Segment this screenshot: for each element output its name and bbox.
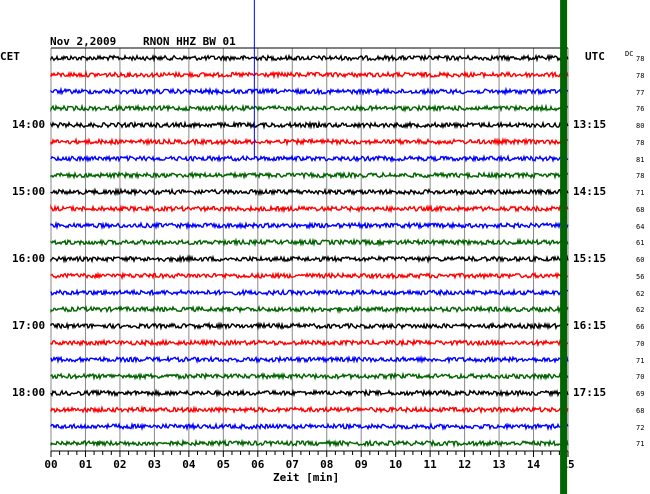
dc-value: 78	[636, 55, 645, 63]
dc-value: 71	[636, 356, 645, 365]
x-tick-label: 02	[113, 458, 126, 471]
dc-value: 62	[636, 306, 645, 315]
seismogram-trace	[50, 371, 569, 382]
seismogram-trace	[50, 438, 569, 449]
x-tick-label: 12	[458, 458, 471, 471]
left-time-label: 16:00	[12, 252, 46, 265]
seismogram-trace	[50, 354, 569, 365]
seismogram-trace	[50, 86, 569, 97]
dc-value: 72	[636, 423, 645, 432]
right-time-label: 17:15	[573, 386, 607, 399]
seismogram-trace	[50, 187, 569, 197]
seismogram-trace	[50, 70, 569, 80]
dc-value: 70	[636, 373, 645, 382]
left-time-label: 14:00	[12, 118, 46, 131]
seismogram-trace	[50, 170, 568, 181]
x-tick-label: 03	[148, 458, 161, 471]
dc-value: 64	[636, 222, 645, 231]
right-time-label: 13:15	[573, 118, 607, 131]
x-tick-label: 07	[286, 458, 299, 471]
dc-header-label: DC	[625, 50, 634, 58]
seismogram-trace	[50, 53, 569, 63]
left-time-label: 15:00	[12, 185, 46, 198]
dc-value: 80	[636, 122, 645, 130]
date-label: Nov 2,2009	[50, 35, 117, 48]
seismogram-trace	[50, 388, 569, 398]
station-label: RNON HHZ BW 01	[143, 35, 236, 48]
x-tick-label: 05	[217, 458, 230, 471]
dc-value: 78	[636, 71, 645, 80]
current-time-bar	[560, 0, 568, 494]
dc-value: 71	[636, 189, 645, 197]
seismogram-traces	[50, 53, 569, 449]
left-timezone-label: CET	[0, 50, 20, 63]
dc-value: 68	[636, 205, 645, 214]
time-axis: 00 01 02 03 04 05 06 07 08 09 10 11 12 13 14 15	[44, 450, 575, 471]
right-time-label: 15:15	[573, 252, 607, 265]
x-axis-label: Zeit [min]	[273, 471, 340, 484]
markers	[253, 0, 568, 494]
dc-value: 56	[636, 272, 645, 281]
seismogram-trace	[50, 254, 569, 264]
right-time-label: 14:15	[573, 185, 607, 198]
seismogram-trace	[50, 404, 569, 415]
seismogram-trace	[50, 154, 569, 163]
seismogram-trace	[50, 271, 569, 281]
seismogram-trace	[50, 421, 569, 432]
right-time-label: 16:15	[573, 319, 607, 332]
x-tick-label: 01	[79, 458, 93, 471]
dc-value: 70	[636, 339, 645, 348]
seismogram-trace	[50, 338, 569, 348]
dc-value: 78	[636, 172, 645, 181]
dc-value: 77	[636, 88, 645, 97]
x-tick-label: 09	[355, 458, 368, 471]
seismogram-trace	[50, 304, 569, 315]
x-tick-label: 10	[389, 458, 402, 471]
seismogram-trace	[50, 204, 569, 214]
dc-value: 66	[636, 323, 645, 331]
seismogram-trace	[50, 237, 569, 248]
dc-value: 76	[636, 105, 645, 114]
left-time-label: 18:00	[12, 386, 46, 399]
minute-grid	[50, 47, 569, 451]
x-tick-label: 06	[251, 458, 265, 471]
dc-value: 78	[636, 138, 645, 147]
x-tick-label: 13	[492, 458, 505, 471]
dc-value: 60	[636, 256, 645, 264]
seismogram-trace	[50, 220, 569, 231]
seismogram-trace	[50, 137, 569, 147]
seismogram-trace	[50, 103, 569, 113]
left-time-label: 17:00	[12, 319, 46, 332]
x-tick-label: 14	[527, 458, 541, 471]
x-tick-label: 00	[44, 458, 57, 471]
x-tick-label: 08	[320, 458, 333, 471]
dc-value: 71	[636, 440, 645, 449]
dc-value: 61	[636, 239, 645, 248]
seismogram-trace	[50, 321, 569, 331]
x-tick-label: 11	[424, 458, 438, 471]
dc-value: 69	[636, 390, 645, 398]
right-timezone-label: UTC	[585, 50, 605, 63]
dc-value: 68	[636, 406, 645, 415]
dc-value: 62	[636, 289, 645, 298]
x-tick-label: 04	[182, 458, 196, 471]
dc-value: 81	[636, 155, 645, 164]
seismogram-trace	[50, 120, 569, 130]
seismogram-trace	[50, 287, 569, 298]
